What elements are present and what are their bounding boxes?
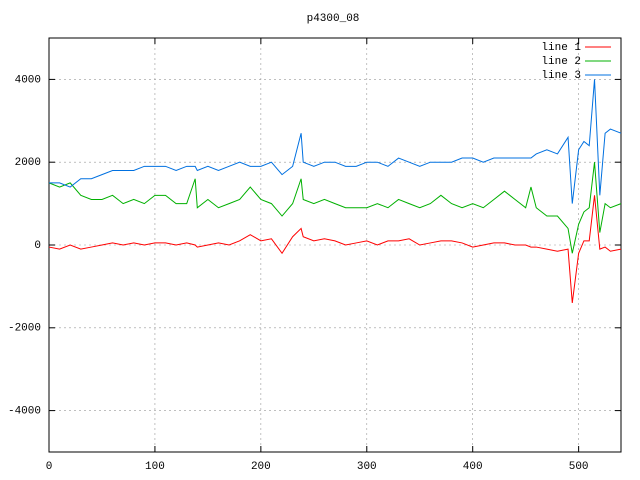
y-tick-label: 4000: [15, 74, 41, 86]
data-line: [48, 162, 622, 254]
x-tick-label: 400: [463, 461, 483, 473]
x-tick-label: 200: [251, 461, 271, 473]
legend-label: line 1: [541, 42, 581, 54]
plot-frame: [48, 37, 622, 453]
data-line: [49, 79, 622, 204]
chart-title: p4300_08: [307, 13, 360, 25]
legend-label: line 2: [541, 56, 581, 68]
x-tick-label: 300: [357, 461, 377, 473]
y-tick-label: -2000: [8, 323, 41, 335]
legend-label: line 3: [541, 70, 581, 82]
x-tick-label: 100: [145, 461, 165, 473]
x-tick-label: 0: [46, 461, 53, 473]
y-tick-label: -4000: [8, 406, 41, 418]
x-tick-label: 500: [569, 461, 589, 473]
data-line: [48, 195, 622, 304]
y-tick-label: 0: [34, 240, 41, 252]
y-tick-label: 2000: [15, 157, 41, 169]
